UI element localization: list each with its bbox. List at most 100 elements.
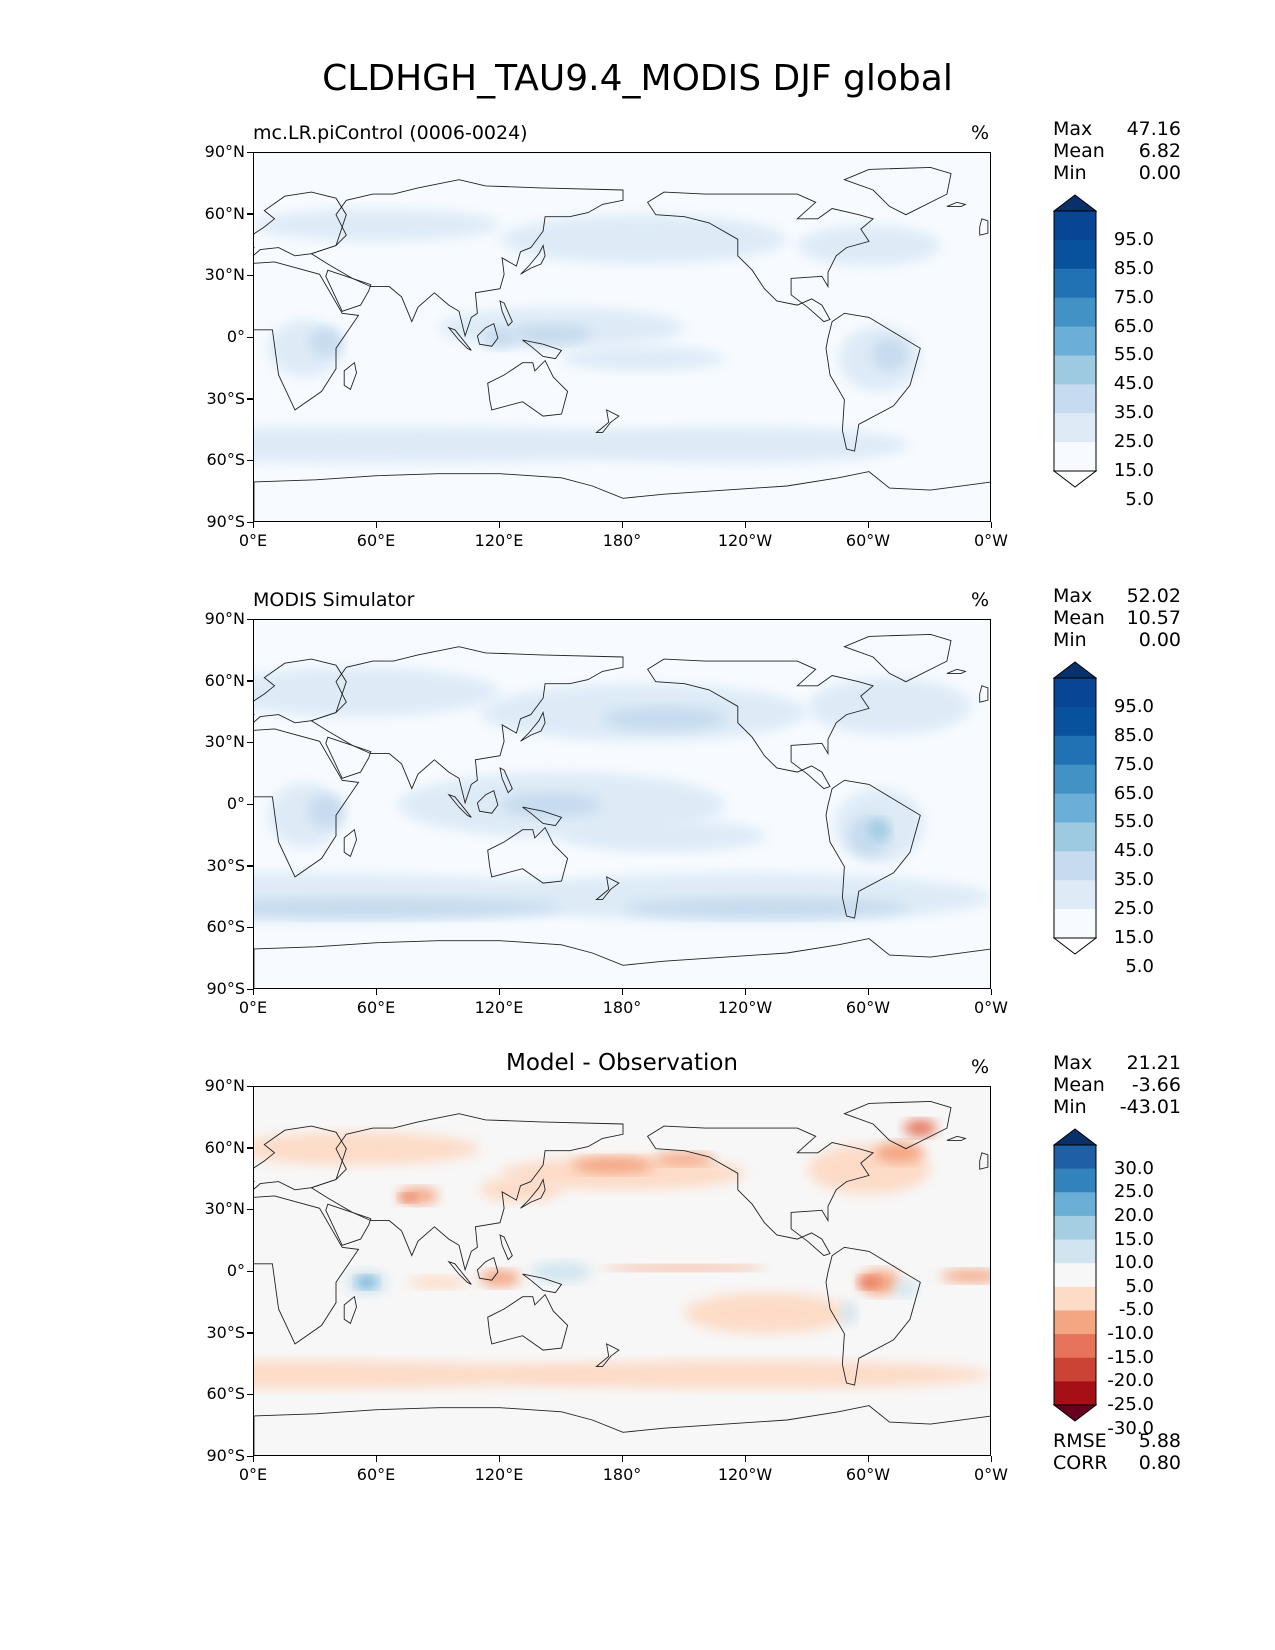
lat-tick-mark (247, 680, 253, 682)
lon-tick-label: 180° (602, 998, 642, 1017)
stat-label: Min (1053, 162, 1087, 184)
lon-tick-label: 120°W (717, 531, 773, 550)
field-contour (903, 1119, 937, 1137)
lat-tick-mark (247, 865, 253, 867)
coastline-antarctica (254, 471, 990, 521)
lon-tick-mark (621, 989, 623, 995)
coastline-australia (487, 1293, 569, 1351)
colorbar-band (1054, 268, 1096, 299)
field-contour (797, 224, 941, 267)
lat-tick-mark (247, 803, 253, 805)
coastline-sumatra (447, 326, 472, 351)
colorbar-band (1054, 793, 1096, 823)
colorbar-tick-label: -20.0 (1107, 1370, 1154, 1392)
coastline-japan (520, 1178, 546, 1209)
lon-tick-label: 0°W (974, 998, 1008, 1017)
field-contour (254, 897, 562, 919)
field-contour (582, 426, 910, 464)
lon-tick-mark (252, 1456, 254, 1462)
colorbar-extend-bottom (1053, 470, 1097, 488)
lat-tick-mark (247, 1332, 253, 1334)
coastline-japan (520, 711, 546, 742)
lon-tick-label: 120°E (474, 531, 524, 550)
colorbar-tick-label: -25.0 (1107, 1394, 1154, 1415)
colorbar-band (1054, 1215, 1096, 1241)
field-contour (407, 1276, 470, 1289)
stat-row: Min -43.01 (1053, 1096, 1181, 1118)
map-plot (253, 619, 991, 989)
field-contour (571, 1156, 654, 1174)
lon-tick-mark (867, 1456, 869, 1462)
colorbar-band (1054, 1145, 1096, 1170)
lat-tick-label: 0° (226, 794, 245, 813)
field-contour (869, 819, 890, 840)
field-contour (254, 1360, 623, 1390)
coastline-africa (254, 261, 360, 411)
colorbar-tick-label: 35.0 (1113, 402, 1154, 424)
lon-tick-label: 120°E (474, 1465, 524, 1484)
colorbar-band (1054, 735, 1096, 766)
coastline-africa (254, 1195, 360, 1345)
map-plot (253, 1086, 991, 1456)
colorbar-band (1054, 909, 1096, 939)
field-contour (893, 1280, 919, 1297)
lat-tick-label: 30°S (206, 855, 245, 875)
lon-tick-mark (744, 989, 746, 995)
stat-value: -43.01 (1119, 1096, 1181, 1118)
polar-mask-north (254, 1087, 990, 1116)
lon-tick-mark (498, 989, 500, 995)
field-contour (940, 1269, 990, 1283)
lon-tick-label: 60°W (845, 998, 891, 1017)
colorbar-tick-label: 85.0 (1113, 724, 1154, 746)
field-contour (561, 819, 767, 853)
field-contour (479, 1269, 521, 1287)
stat-label: CORR (1053, 1452, 1108, 1474)
lat-tick-label: 30°N (204, 732, 245, 752)
lat-tick-mark (247, 1208, 253, 1211)
lon-tick-mark (621, 522, 623, 528)
stat-value: 5.88 (1138, 1430, 1181, 1452)
polar-mask-north (254, 620, 990, 649)
stat-label: Mean (1053, 140, 1105, 162)
colorbar-tick-label: 75.0 (1113, 753, 1154, 775)
stat-value: 21.21 (1126, 1052, 1181, 1074)
lat-tick-label: 30°S (206, 388, 245, 408)
colorbar-tick-label: -15.0 (1107, 1346, 1154, 1368)
colorbar-extend-bottom (1053, 1404, 1097, 1422)
lon-tick-mark (990, 989, 992, 995)
panel-title: Model - Observation (505, 1050, 739, 1076)
panel-title: MODIS Simulator (253, 589, 415, 611)
colorbar (1053, 194, 1097, 488)
field-contour (399, 1193, 416, 1203)
figure-title: CLDHGH_TAU9.4_MODIS DJF global (322, 58, 953, 99)
colorbar-band (1054, 822, 1096, 852)
colorbar-band (1054, 1334, 1096, 1359)
colorbar-extend-top (1053, 661, 1097, 679)
colorbar-band (1054, 851, 1096, 881)
coastline-sumatra (447, 1260, 472, 1285)
field-contour (479, 1177, 562, 1203)
coastline-philippines (499, 1234, 513, 1261)
colorbar-tick-label: -10.0 (1107, 1323, 1154, 1345)
lon-tick-mark (375, 1456, 377, 1462)
stat-row: Min 0.00 (1053, 162, 1181, 184)
coastline-greenland (843, 1100, 952, 1150)
coastline-japan (520, 244, 546, 275)
colorbar-tick-label: 35.0 (1113, 869, 1154, 891)
coastline-uk (979, 218, 989, 236)
coastline-arabia (325, 269, 372, 312)
colorbar-band (1054, 442, 1096, 472)
colorbar (1053, 661, 1097, 955)
units-label: % (971, 122, 990, 144)
lat-tick-mark (247, 926, 253, 929)
stat-row: Mean -3.66 (1053, 1074, 1181, 1096)
lat-tick-mark (247, 151, 253, 153)
colorbar-tick-label: 15.0 (1113, 1228, 1154, 1250)
stat-row: Max 21.21 (1053, 1052, 1181, 1074)
field-shading (254, 153, 990, 521)
colorbar-tick-label: 5.0 (1125, 488, 1154, 510)
colorbar-tick-label: 65.0 (1113, 782, 1154, 804)
colorbar-tick-label: 25.0 (1113, 898, 1154, 920)
units-label: % (971, 589, 990, 611)
